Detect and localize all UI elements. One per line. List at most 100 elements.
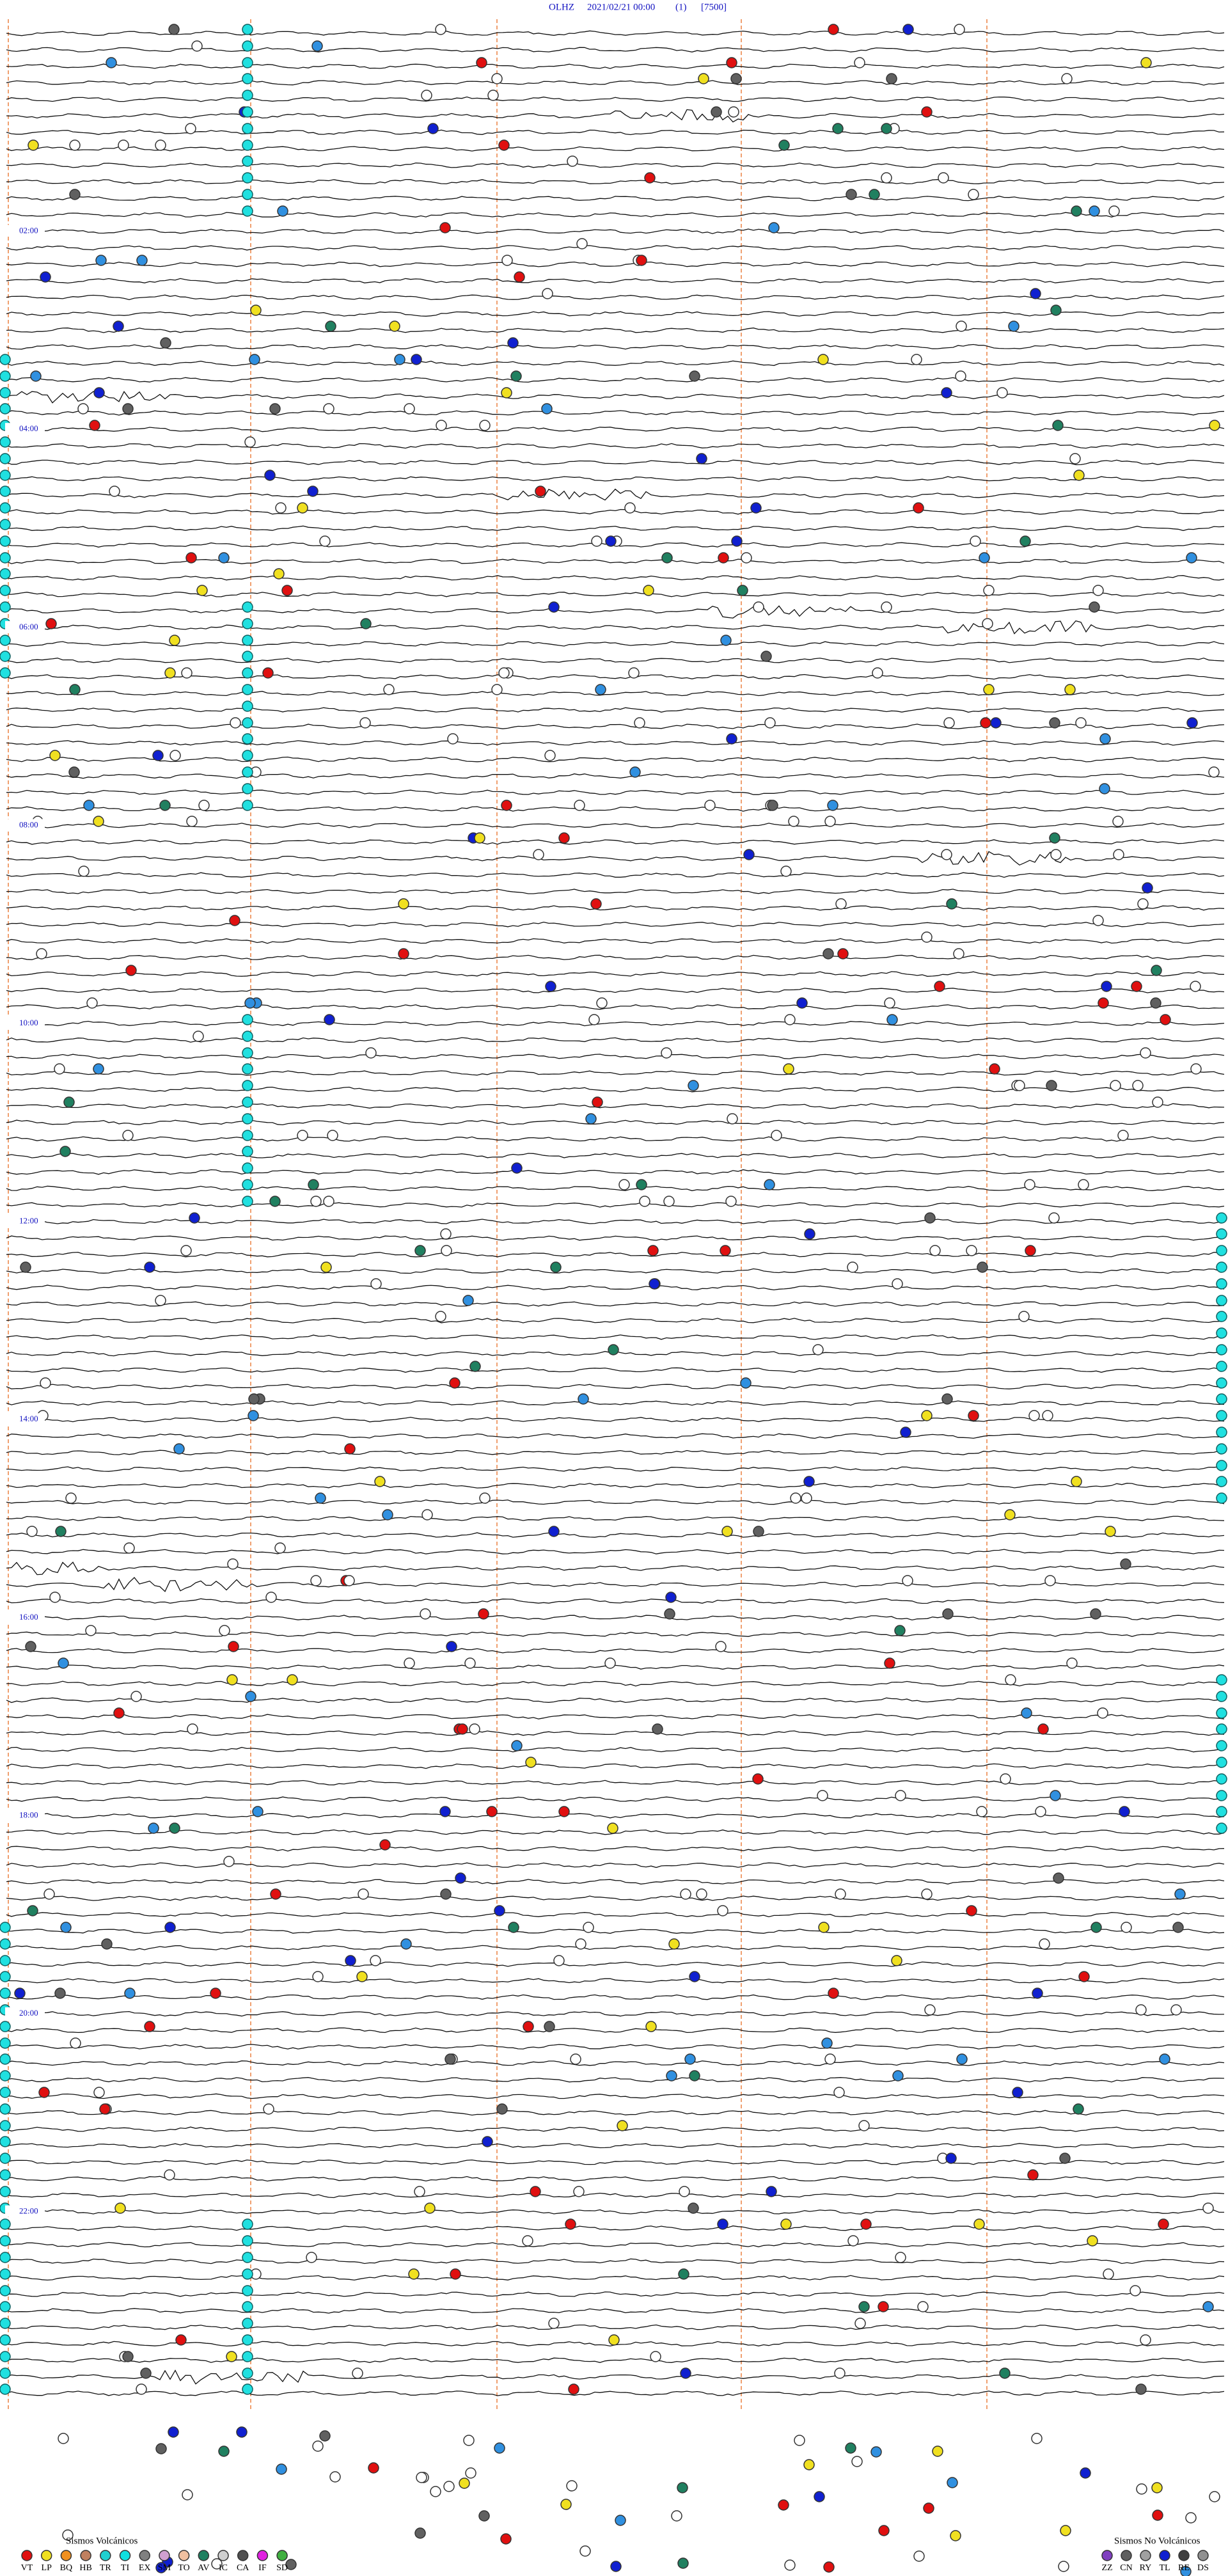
trace: [6, 228, 1225, 234]
event-marker: [858, 2120, 870, 2131]
trace: [6, 690, 1225, 697]
event-marker: [946, 898, 957, 910]
trace: [6, 1466, 1225, 1472]
event-marker: [921, 931, 933, 943]
trace: [6, 509, 1224, 515]
event-marker: [983, 585, 995, 596]
event-marker: [236, 2426, 248, 2438]
hour-label: 10:00: [19, 1018, 38, 1027]
event-marker: [929, 1245, 941, 1256]
tremor-marker: [242, 1080, 253, 1091]
trace: [6, 2027, 1225, 2034]
event-marker: [287, 1674, 298, 1686]
event-marker: [329, 2471, 341, 2483]
trace: [6, 30, 1225, 36]
hour-label: 20:00: [19, 2008, 38, 2018]
event-marker: [860, 2218, 872, 2230]
event-marker: [218, 552, 230, 564]
event-marker: [661, 1047, 672, 1059]
tremor-marker: [242, 123, 253, 134]
event-marker: [118, 139, 129, 151]
event-marker: [1053, 1872, 1064, 1884]
event-marker: [966, 1905, 977, 1916]
event-marker: [164, 1922, 176, 1933]
tremor-marker: [1216, 1228, 1227, 1240]
trace: [6, 1697, 1225, 1703]
trace: [6, 1648, 1225, 1654]
event-marker: [408, 2268, 420, 2280]
event-marker: [902, 1575, 913, 1586]
tremor-marker: [0, 2367, 11, 2379]
event-marker: [310, 1575, 322, 1586]
event-marker: [450, 2268, 461, 2280]
event-marker: [740, 1377, 752, 1389]
event-marker: [643, 585, 654, 596]
event-marker: [1186, 552, 1197, 564]
event-marker: [585, 1113, 597, 1125]
event-marker: [523, 2021, 534, 2032]
tremor-marker: [242, 73, 253, 84]
event-marker: [1190, 1063, 1202, 1075]
legend-swatch: [1140, 2550, 1151, 2561]
event-marker: [1185, 2512, 1197, 2524]
tremor-marker: [242, 2268, 253, 2280]
event-marker: [436, 420, 447, 431]
event-marker: [500, 2533, 512, 2545]
event-marker: [144, 2021, 155, 2032]
event-marker: [881, 123, 892, 134]
legend-code: RY: [1140, 2563, 1152, 2573]
event-marker: [1098, 997, 1109, 1009]
tremor-marker: [0, 2301, 11, 2312]
event-marker: [1090, 1922, 1102, 1933]
event-marker: [1080, 2467, 1091, 2479]
event-marker: [193, 1031, 204, 1042]
tremor-marker: [0, 2383, 11, 2395]
hour-label-bg: [5, 620, 45, 633]
event-marker: [469, 1723, 480, 1735]
legend-code: IC: [219, 2563, 228, 2573]
event-marker: [1140, 57, 1152, 68]
event-marker: [487, 90, 499, 101]
event-marker: [1121, 1922, 1132, 1933]
event-marker: [474, 832, 485, 844]
event-marker: [1150, 997, 1161, 1009]
event-marker: [1101, 981, 1112, 992]
event-marker: [43, 1888, 55, 1900]
event-marker: [320, 1261, 332, 1273]
event-marker: [28, 139, 39, 151]
event-marker: [447, 733, 459, 745]
event-marker: [49, 1592, 61, 1603]
tremor-marker: [242, 1179, 253, 1190]
event-marker: [370, 1278, 382, 1290]
event-marker: [1050, 304, 1062, 316]
event-marker: [917, 2301, 929, 2312]
event-marker: [1151, 965, 1162, 976]
legend-swatch: [119, 2550, 131, 2561]
trace: [6, 1978, 1225, 1984]
legend-swatch: [21, 2550, 33, 2561]
trace: [6, 674, 1225, 680]
trace: [6, 1020, 1225, 1027]
tremor-marker: [1216, 1212, 1227, 1224]
trace: [6, 954, 1225, 960]
event-marker: [652, 1723, 663, 1735]
event-marker: [688, 2202, 699, 2214]
event-marker: [1073, 470, 1085, 481]
legend-swatch: [217, 2550, 229, 2561]
event-marker: [727, 1113, 738, 1125]
event-marker: [636, 255, 647, 266]
event-marker: [125, 965, 137, 976]
event-marker: [615, 2515, 626, 2526]
event-marker: [778, 2499, 789, 2511]
event-marker: [778, 139, 790, 151]
event-marker: [979, 552, 990, 564]
event-marker: [921, 106, 933, 118]
event-marker: [1075, 717, 1087, 729]
event-marker: [1071, 205, 1082, 217]
event-marker: [93, 2087, 105, 2098]
event-marker: [752, 1773, 764, 1785]
event-marker: [780, 865, 792, 877]
event-marker: [421, 90, 432, 101]
event-marker: [718, 552, 729, 564]
trace: [6, 1780, 1225, 1785]
